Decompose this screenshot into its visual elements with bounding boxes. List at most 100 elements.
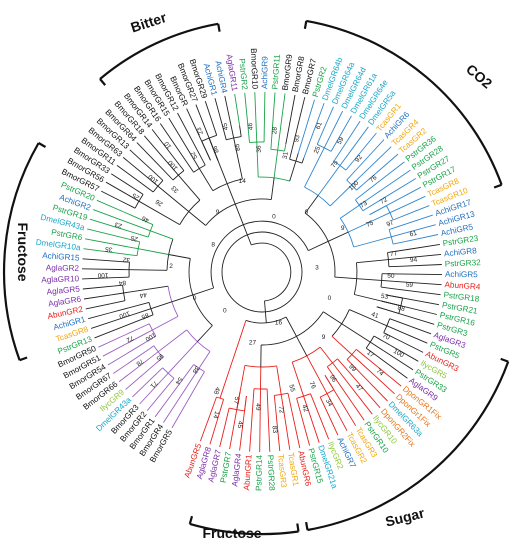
leaf-stem xyxy=(109,301,150,314)
fructose-left-bracket xyxy=(2,142,40,361)
leaf-branch xyxy=(347,126,369,155)
clade-label-bitter: Bitter xyxy=(129,9,169,36)
leaf-label: PstrGR11 xyxy=(270,53,282,89)
inner-stem xyxy=(354,294,402,307)
bootstrap-value: 76 xyxy=(308,381,318,391)
inner-stem xyxy=(123,285,169,294)
leaf-stem xyxy=(380,286,391,289)
bootstrap-value: 72 xyxy=(379,196,389,206)
leaf-branch xyxy=(125,364,155,390)
inner-stem xyxy=(289,160,297,182)
inner-node-value: 0 xyxy=(223,308,227,315)
inner-stem xyxy=(334,276,357,280)
leaf-stem xyxy=(194,161,200,169)
bootstrap-value: 61 xyxy=(409,230,418,239)
leaf-stem xyxy=(244,395,247,411)
leaf-stem xyxy=(273,395,277,409)
leaf-branch xyxy=(363,153,399,185)
bootstrap-value: 73 xyxy=(359,200,369,210)
leaf-stem xyxy=(170,364,195,397)
inner-node-value: 0 xyxy=(193,295,197,302)
bootstrap-value: 25 xyxy=(313,145,322,155)
inner-stem xyxy=(208,137,228,184)
leaf-stem xyxy=(388,257,403,261)
leaf-stem xyxy=(201,371,205,377)
bootstrap-value: 10 xyxy=(163,140,173,150)
leaf-stem xyxy=(216,399,225,422)
inner-node-value: 0 xyxy=(272,213,276,220)
inner-stem xyxy=(157,329,187,353)
leaf-stem xyxy=(383,332,398,340)
inner-node-value: 14 xyxy=(239,178,247,185)
inner-stem xyxy=(231,341,240,363)
leaf-branch xyxy=(330,110,344,134)
leaf-stem xyxy=(247,127,250,143)
bootstrap-value: 45 xyxy=(236,420,244,428)
leaf-branch xyxy=(342,120,361,148)
inner-node-value: 9 xyxy=(322,334,326,341)
bootstrap-value: 41 xyxy=(370,311,380,320)
inner-stem xyxy=(171,294,193,303)
inner-stem xyxy=(177,174,201,201)
inner-stem xyxy=(198,351,211,369)
leaf-branch xyxy=(354,366,388,402)
leaf-branch xyxy=(87,228,135,242)
leaf-stem xyxy=(122,261,130,263)
leaf-branch xyxy=(132,372,158,398)
inner-node-value: 27 xyxy=(249,339,257,346)
leaf-stem xyxy=(346,168,358,181)
leaf-stem xyxy=(139,233,149,238)
leaf-branch xyxy=(177,112,204,161)
leaf-branch xyxy=(110,173,135,189)
inner-stem xyxy=(138,200,180,225)
bootstrap-value: 45 xyxy=(221,122,230,131)
leaf-stem xyxy=(324,375,335,391)
bootstrap-value: 46 xyxy=(247,122,255,130)
leaf-branch xyxy=(85,303,111,310)
leaf-stem xyxy=(157,367,163,373)
leaf-stem xyxy=(212,122,218,136)
inner-stem xyxy=(157,185,189,212)
leaf-branch xyxy=(82,285,114,290)
bootstrap-value: 33 xyxy=(170,184,180,194)
inner-stem xyxy=(356,259,389,264)
leaf-branch xyxy=(98,324,147,348)
leaf-branch xyxy=(249,399,254,452)
bootstrap-value: 95 xyxy=(154,352,164,362)
leaf-branch xyxy=(406,214,433,225)
inner-stem xyxy=(150,301,172,310)
leaf-branch xyxy=(406,205,430,215)
leaf-branch xyxy=(300,412,311,446)
fructose-bottom-bracket-end xyxy=(188,515,194,525)
leaf-stem xyxy=(175,367,200,404)
leaf-stem xyxy=(161,372,169,381)
leaf-stem xyxy=(376,306,399,314)
inner-stem xyxy=(331,335,353,355)
leaf-stem xyxy=(359,199,368,206)
clade-label-fructose-bottom: Fructose xyxy=(202,525,261,541)
leaf-stem xyxy=(209,396,217,416)
leaf-branch xyxy=(399,264,442,267)
leaf-stem xyxy=(369,205,387,215)
leaf-stem xyxy=(332,362,341,373)
leaf-stem xyxy=(393,240,406,245)
bootstrap-value: 35 xyxy=(104,245,112,253)
leaf-label: AglaGR5 xyxy=(46,284,80,296)
leaf-stem xyxy=(116,276,130,279)
inner-stem xyxy=(304,147,325,188)
leaf-label: AchiGR5 xyxy=(445,270,478,279)
leaf-stem xyxy=(140,182,154,193)
leaf-branch xyxy=(356,139,385,170)
leaf-stem xyxy=(356,349,370,361)
leaf-branch xyxy=(88,312,110,320)
bootstrap-value: 25 xyxy=(131,191,141,201)
co2-bracket-end xyxy=(493,183,502,189)
inner-stem xyxy=(234,203,244,225)
leaf-stem xyxy=(326,393,337,412)
bootstrap-value: 59 xyxy=(336,136,346,146)
inner-stem xyxy=(296,336,308,357)
leaf-stem xyxy=(130,246,139,250)
leaf-branch xyxy=(90,309,148,329)
leaf-branch xyxy=(129,149,157,175)
bootstrap-value: 100 xyxy=(392,348,405,360)
